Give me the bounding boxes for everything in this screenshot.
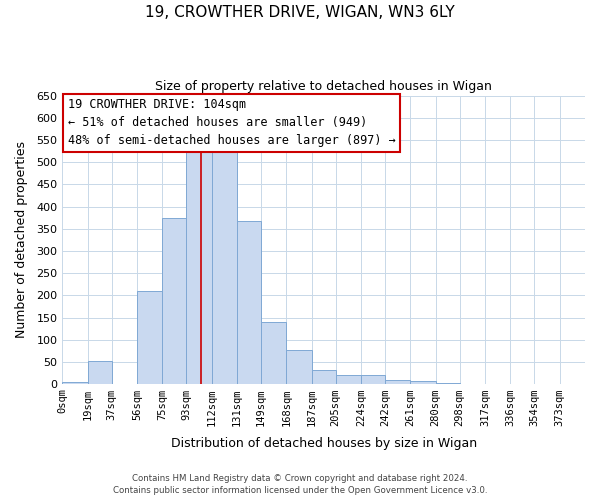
Bar	[137, 291, 163, 384]
Bar	[187, 144, 212, 384]
Bar	[436, 383, 460, 384]
Bar	[335, 376, 361, 384]
Text: Contains HM Land Registry data © Crown copyright and database right 2024.
Contai: Contains HM Land Registry data © Crown c…	[113, 474, 487, 495]
Bar	[385, 380, 410, 384]
Text: 19, CROWTHER DRIVE, WIGAN, WN3 6LY: 19, CROWTHER DRIVE, WIGAN, WN3 6LY	[145, 5, 455, 20]
Bar	[410, 380, 436, 384]
Bar	[62, 382, 88, 384]
Title: Size of property relative to detached houses in Wigan: Size of property relative to detached ho…	[155, 80, 492, 93]
Bar	[237, 221, 261, 384]
Bar	[261, 322, 286, 384]
Bar	[286, 350, 311, 384]
Bar	[212, 144, 237, 384]
Bar	[311, 370, 335, 384]
Bar	[88, 360, 112, 384]
Bar	[163, 218, 187, 384]
Y-axis label: Number of detached properties: Number of detached properties	[15, 142, 28, 338]
Bar	[361, 376, 385, 384]
Text: 19 CROWTHER DRIVE: 104sqm
← 51% of detached houses are smaller (949)
48% of semi: 19 CROWTHER DRIVE: 104sqm ← 51% of detac…	[68, 98, 395, 148]
X-axis label: Distribution of detached houses by size in Wigan: Distribution of detached houses by size …	[170, 437, 477, 450]
